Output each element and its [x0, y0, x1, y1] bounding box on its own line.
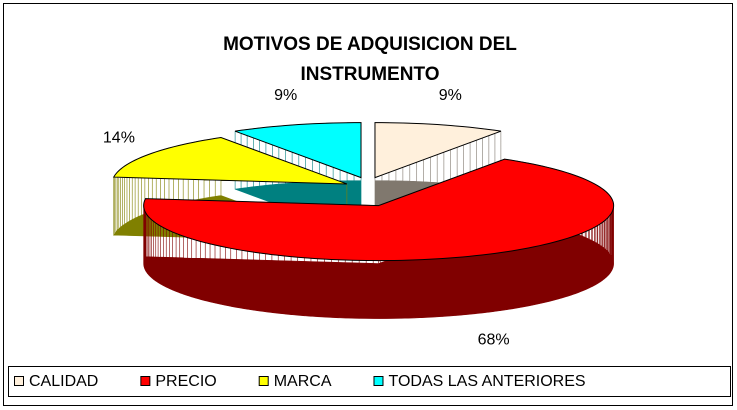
data-label: 9% [439, 87, 462, 104]
legend-label: PRECIO [155, 373, 216, 390]
data-label: 68% [478, 332, 510, 349]
chart-title: INSTRUMENTO [301, 64, 440, 85]
data-label: 14% [103, 130, 135, 147]
pie-slice [143, 158, 615, 319]
slice-top [234, 122, 362, 179]
data-label: 9% [274, 87, 297, 104]
legend-swatch [373, 376, 384, 386]
legend-label: CALIDAD [29, 373, 98, 390]
legend-swatch [140, 376, 151, 386]
chart-title: MOTIVOS DE ADQUISICION DEL [223, 34, 517, 55]
slice-top [112, 137, 348, 185]
legend-label: MARCA [274, 373, 332, 390]
slice-top [143, 158, 615, 262]
legend-swatch [258, 376, 269, 386]
slice-top [374, 122, 502, 179]
legend-box [8, 366, 731, 397]
legend-swatch [14, 376, 24, 386]
legend-label: TODAS LAS ANTERIORES [388, 373, 585, 390]
